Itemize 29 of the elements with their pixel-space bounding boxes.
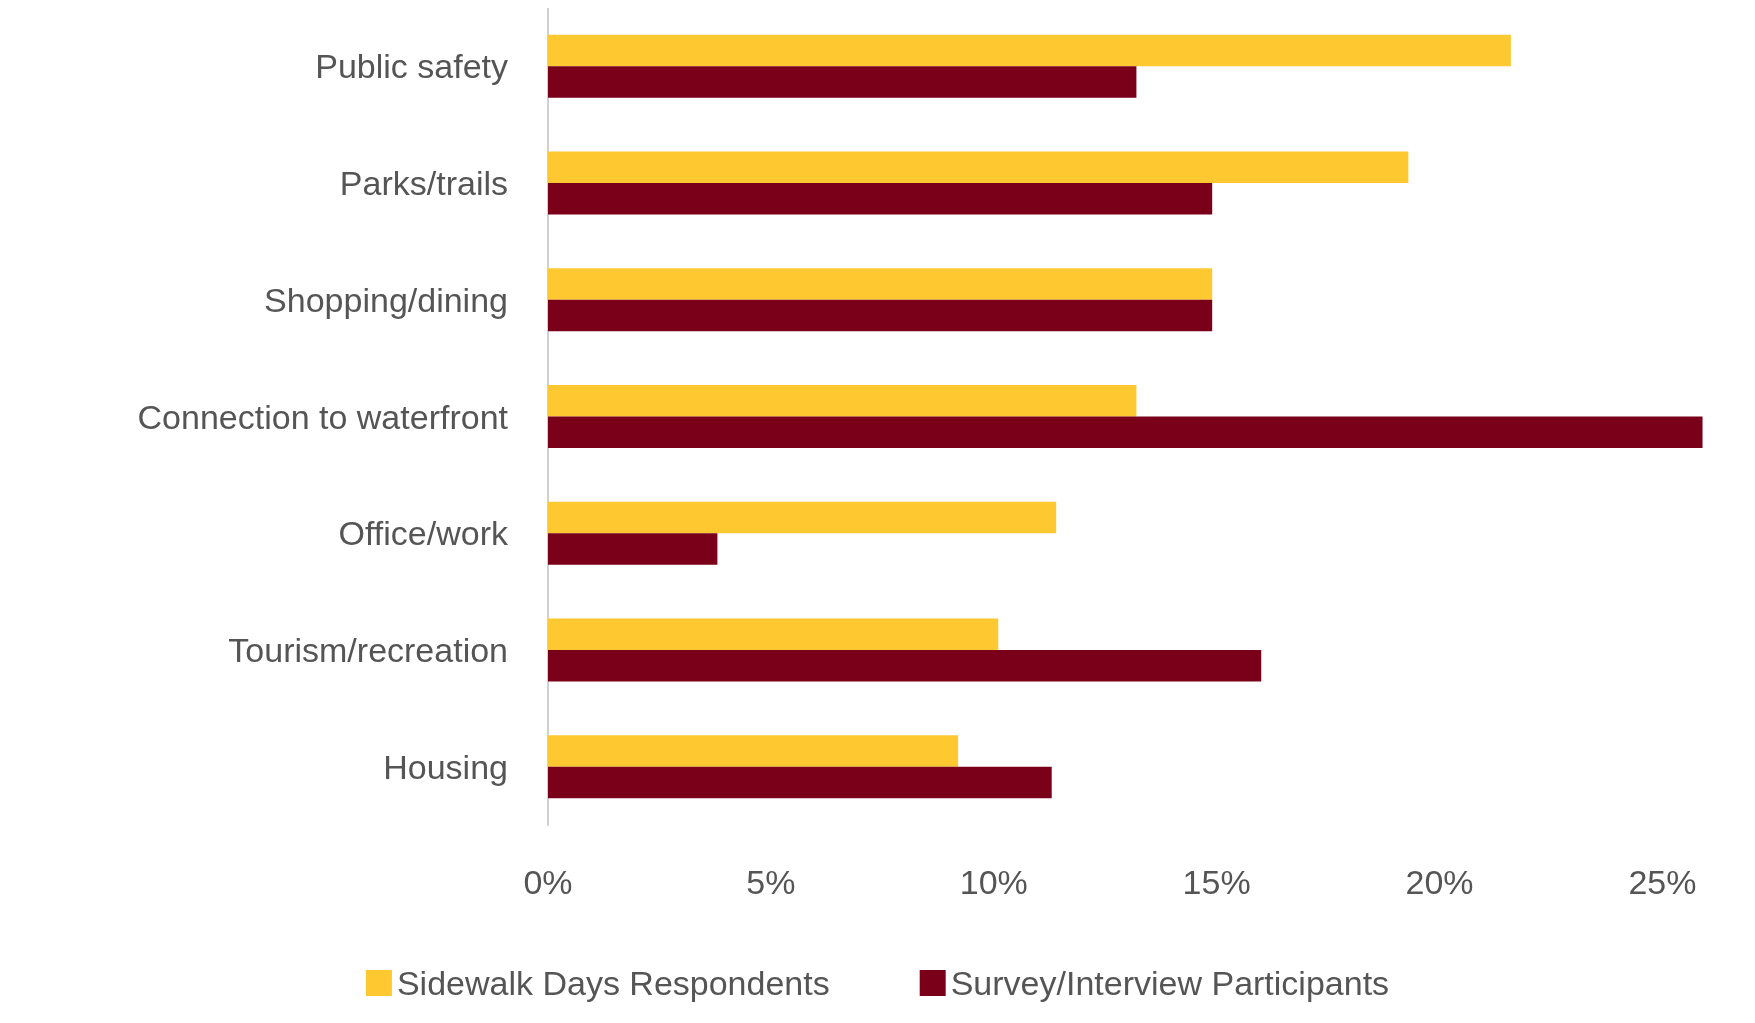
y-tick-label: Shopping/dining <box>264 280 508 319</box>
bar <box>548 299 1213 332</box>
bar <box>548 268 1213 300</box>
x-tick-label: 10% <box>959 863 1028 901</box>
y-tick-label: Office/work <box>338 514 509 553</box>
bar <box>548 384 1137 417</box>
x-tick-label: 20% <box>1405 863 1474 901</box>
bar <box>548 649 1262 682</box>
y-tick-label: Tourism/recreation <box>228 630 508 669</box>
bar <box>548 766 1052 799</box>
x-tick-label: 5% <box>746 863 796 901</box>
legend-label: Survey/Interview Participants <box>950 964 1390 1002</box>
legend-label: Sidewalk Days Respondents <box>396 964 830 1002</box>
bar <box>548 416 1703 449</box>
bar <box>548 183 1213 215</box>
y-tick-label: Public safety <box>315 47 508 86</box>
bar <box>548 66 1137 98</box>
bar <box>548 533 718 565</box>
y-tick-label: Housing <box>383 747 508 786</box>
bar <box>548 34 1511 67</box>
x-tick-label: 15% <box>1182 863 1251 901</box>
bar <box>548 151 1409 184</box>
bar <box>548 501 1057 534</box>
x-tick-label: 25% <box>1628 863 1697 901</box>
y-tick-label: Connection to waterfront <box>137 397 509 436</box>
bar <box>548 618 999 650</box>
x-tick-label: 0% <box>523 863 573 901</box>
bar <box>548 735 959 767</box>
y-tick-label: Parks/trails <box>339 164 508 203</box>
